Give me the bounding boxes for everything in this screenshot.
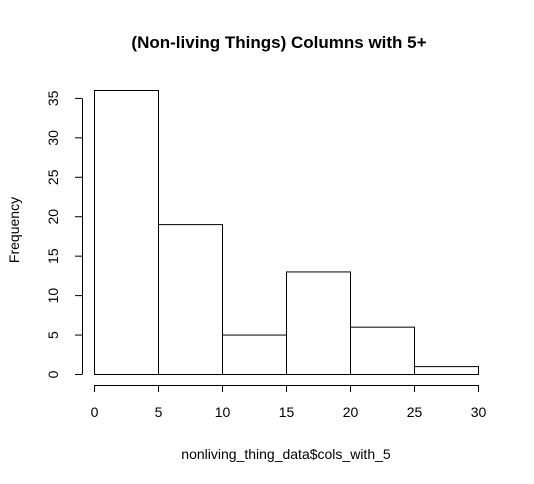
y-tick-label: 5: [45, 331, 61, 339]
y-tick-label: 15: [45, 248, 61, 264]
y-axis: 0 5 10 15 20 25 30 35: [45, 90, 83, 378]
bars-group: [94, 90, 479, 376]
y-tick-label: 30: [45, 130, 61, 146]
histogram-bar-0: [94, 90, 159, 375]
histogram-bar-3: [286, 271, 351, 376]
y-tick-label: 10: [45, 288, 61, 304]
y-tick-label: 0: [45, 370, 61, 378]
chart-title: (Non-living Things) Columns with 5+: [131, 33, 426, 52]
y-tick-label: 20: [45, 209, 61, 225]
x-axis: 0 5 10 15 20 25 30: [91, 385, 487, 420]
histogram-bar-1: [158, 224, 223, 375]
x-tick-label: 0: [91, 404, 99, 420]
y-tick-label: 25: [45, 169, 61, 185]
x-tick-label: 30: [471, 404, 487, 420]
y-axis-label: Frequency: [6, 197, 22, 263]
histogram-bar-2: [222, 334, 287, 375]
histogram-bar-4: [350, 326, 415, 375]
x-tick-label: 25: [407, 404, 423, 420]
x-tick-label: 20: [343, 404, 359, 420]
x-tick-label: 15: [279, 404, 295, 420]
x-tick-label: 10: [215, 404, 231, 420]
x-tick-label: 5: [155, 404, 163, 420]
y-tick-label: 35: [45, 90, 61, 106]
histogram-bar-5: [414, 366, 479, 376]
x-axis-label: nonliving_thing_data$cols_with_5: [181, 446, 391, 462]
